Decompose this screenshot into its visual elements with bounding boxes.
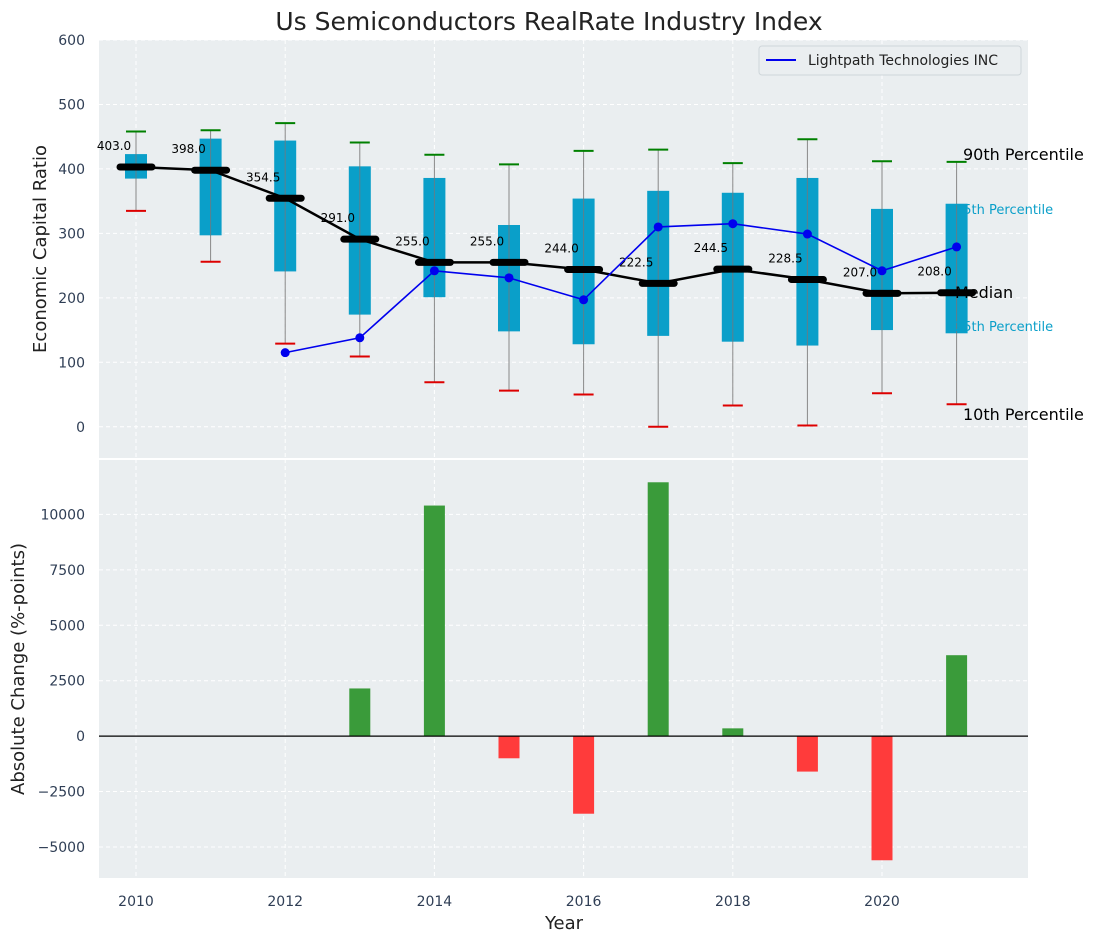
annotation-p10: 10th Percentile [963,405,1084,424]
annotation-q1: 25th Percentile [955,320,1053,335]
company-point-2017 [653,222,663,232]
top-y-tick-label: 400 [58,162,85,178]
annotation-q3: 75th Percentile [955,203,1053,218]
median-label-2012: 354.5 [246,170,280,184]
legend: Lightpath Technologies INC [758,45,1022,76]
company-point-2014 [429,266,439,276]
median-label-2017: 222.5 [619,255,653,269]
company-point-2018 [728,219,738,229]
company-point-2015 [504,273,514,283]
change-bar-2015 [498,736,520,759]
company-point-2021 [952,242,962,252]
bottom-y-tick-label: 7500 [49,563,85,579]
axes-text: 2010 2012 2014 2016 2018 2020 0 100 200 300 400 500… [38,33,900,910]
top-marks: 403.0 398.0 354.5 291.0 255.0 255.0 244.0 222.5… [97,122,977,428]
bottom-y-tick-label: −5000 [38,840,85,856]
bottom-y-tick-label: 0 [76,729,85,745]
x-tick-label: 2010 [118,894,154,910]
median-label-2020: 207.0 [843,265,877,279]
top-y-tick-label: 300 [58,226,85,242]
change-bar-2017 [647,482,669,737]
x-axis-label: Year [544,913,584,934]
annotation-p90: 90th Percentile [963,145,1084,164]
median-label-2016: 244.0 [544,241,578,255]
top-y-axis-label: Economic Capital Ratio [30,145,51,353]
company-point-2012 [280,348,290,358]
x-tick-label: 2012 [267,894,303,910]
median-label-2018: 244.5 [694,241,728,255]
company-point-2019 [802,229,812,239]
company-point-2016 [579,295,589,305]
change-bar-2020 [871,736,893,861]
change-bar-2014 [423,505,445,737]
x-tick-label: 2018 [715,894,751,910]
x-tick-label: 2014 [417,894,453,910]
chart-title: Us Semiconductors RealRate Industry Inde… [275,7,822,36]
change-bar-2013 [349,688,371,737]
median-label-2011: 398.0 [171,142,205,156]
top-y-tick-label: 100 [58,355,85,371]
median-label-2014: 255.0 [395,234,429,248]
bottom-y-tick-label: −2500 [38,785,85,801]
legend-box [758,45,1022,76]
change-bar-2018 [722,728,744,737]
bottom-y-tick-label: 5000 [49,618,85,634]
x-tick-label: 2020 [864,894,900,910]
change-bar-2019 [796,736,818,772]
top-y-tick-label: 500 [58,97,85,113]
legend-label: Lightpath Technologies INC [808,53,998,69]
median-label-2013: 291.0 [321,211,355,225]
bottom-marks [99,482,1028,861]
bottom-y-tick-label: 2500 [49,674,85,690]
x-tick-label: 2016 [566,894,602,910]
top-y-tick-label: 200 [58,291,85,307]
company-point-2020 [877,266,887,276]
top-y-tick-label: 600 [58,33,85,49]
company-point-2013 [355,333,365,343]
annotation-median: Median [955,283,1013,302]
change-bar-2016 [573,736,595,814]
median-label-2019: 228.5 [768,251,802,265]
top-grid [99,39,1028,459]
top-y-tick-label: 0 [76,420,85,436]
median-label-2021: 208.0 [917,265,951,279]
bottom-y-axis-label: Absolute Change (%-points) [8,543,29,795]
bottom-y-tick-label: 10000 [40,507,85,523]
median-label-2015: 255.0 [470,234,504,248]
company-line [285,222,957,354]
change-bar-2021 [946,655,968,737]
median-label-2010: 403.0 [97,139,131,153]
